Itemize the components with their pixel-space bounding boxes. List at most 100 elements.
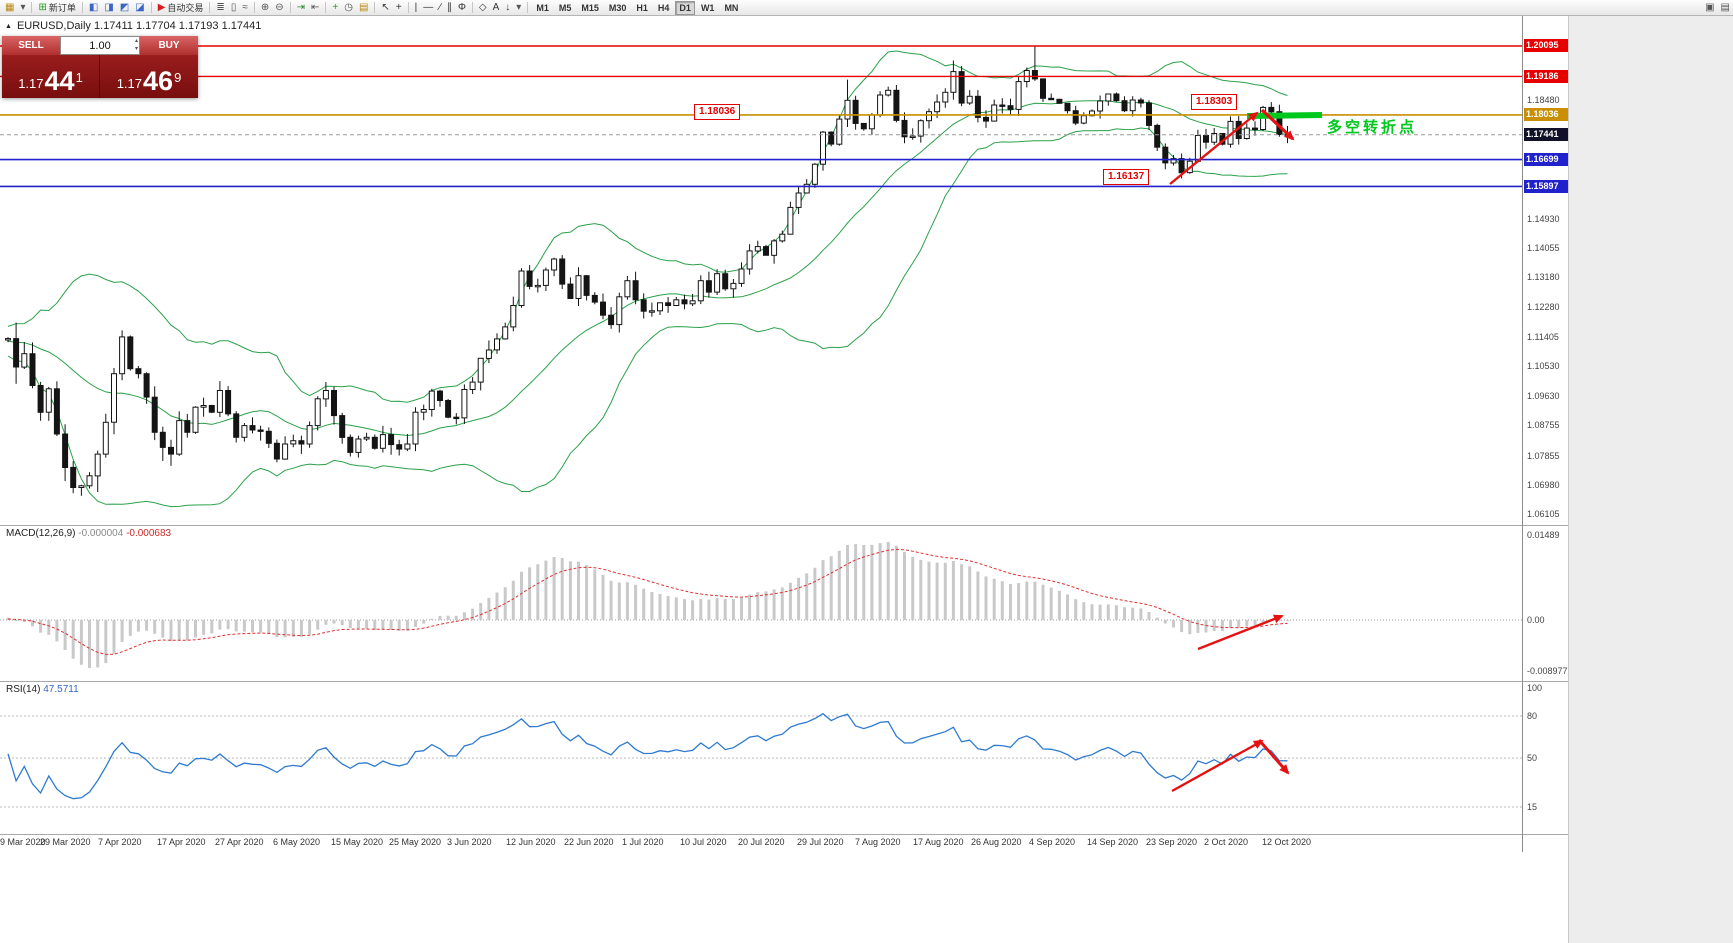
crosshair-button[interactable]: + xyxy=(393,1,405,15)
trendline-button[interactable]: ∕ xyxy=(436,1,444,15)
zoom-in-button[interactable]: ⊕ xyxy=(258,1,272,15)
cursor-button[interactable]: ↖ xyxy=(378,1,392,15)
panel-separator[interactable] xyxy=(0,681,1568,682)
terminal-button[interactable]: ◪ xyxy=(132,1,147,15)
date-label: 2 Oct 2020 xyxy=(1204,837,1249,847)
horizontal-line-icon: ― xyxy=(423,1,434,13)
price-tick: 1.14055 xyxy=(1527,243,1560,253)
date-label: 29 Jul 2020 xyxy=(797,837,844,847)
drawn-arrow[interactable] xyxy=(1171,739,1264,793)
green-trend-segment[interactable] xyxy=(1246,112,1323,119)
date-label: 14 Sep 2020 xyxy=(1087,837,1139,847)
panel-separator[interactable] xyxy=(0,525,1568,526)
price-tick: 1.11405 xyxy=(1527,332,1559,342)
chart-windows-button[interactable]: ▣ xyxy=(1702,1,1717,15)
horizontal-line-button[interactable]: ― xyxy=(420,1,436,15)
main-toolbar: ▦ ▾ ⊞ 新订单 ◧ ◨ ◩ ◪ ▶ 自动交易 ≣ ▯ ≈ ⊕ ⊖ ⇥ ⇤ + ◷ ▤ ↖ + | ― ∕ ∥ Φ ◇ A ↓ ▾ M1 M5… xyxy=(0,0,1733,16)
auto-scroll-button[interactable]: ⇥ xyxy=(294,1,308,15)
price-tick: 1.14930 xyxy=(1527,214,1560,224)
stepper-down-icon[interactable]: ▾ xyxy=(134,46,138,52)
date-label: 15 May 2020 xyxy=(331,837,384,847)
sell-price-sup: 1 xyxy=(75,70,83,85)
drawn-arrow[interactable] xyxy=(1197,614,1284,651)
arrows-tool-icon: ↓ xyxy=(505,1,511,13)
macd-name: MACD(12,26,9) xyxy=(6,528,76,539)
candlestick-type-icon: ▯ xyxy=(230,1,237,13)
timeframe-d1[interactable]: D1 xyxy=(675,0,695,15)
templates-icon: ▤ xyxy=(358,1,369,13)
date-label: 12 Oct 2020 xyxy=(1262,837,1312,847)
text-label-icon: A xyxy=(492,1,500,13)
price-label-1-16137[interactable]: 1.16137 xyxy=(1103,169,1150,185)
autotrading-label: 自动交易 xyxy=(167,3,204,13)
price-axis[interactable]: 1.18480 1.14930 1.14055 1.13180 1.12280 1.114… xyxy=(1522,16,1568,852)
candlesticks xyxy=(5,46,1291,496)
data-window-button[interactable]: ◨ xyxy=(101,1,116,15)
date-label: 6 May 2020 xyxy=(273,837,321,847)
date-axis[interactable]: 9 Mar 2020 29 Mar 2020 7 Apr 2020 17 Apr 20… xyxy=(0,836,1568,851)
periods-button[interactable]: ◷ xyxy=(341,1,356,15)
volume-field[interactable]: 1.00 ▴ ▾ xyxy=(60,36,140,55)
zoom-out-button[interactable]: ⊖ xyxy=(272,1,286,15)
macd-histogram xyxy=(6,542,1289,668)
main-chart-canvas[interactable] xyxy=(0,16,1522,525)
arrows-tool-button[interactable]: ↓ xyxy=(502,1,513,15)
rsi-line xyxy=(7,712,1288,800)
cursor-icon: ↖ xyxy=(381,1,390,13)
timeframe-m1[interactable]: M1 xyxy=(536,2,549,13)
scale-label: 50 xyxy=(1527,753,1538,763)
text-label-button[interactable]: A xyxy=(490,1,503,15)
vertical-line-icon: | xyxy=(414,1,418,13)
chart-window[interactable] xyxy=(0,16,1568,943)
timeframe-h1[interactable]: H1 xyxy=(636,2,648,13)
drawn-arrow[interactable] xyxy=(1260,108,1295,141)
bull-bear-turning-point-text[interactable]: 多空转折点 xyxy=(1327,119,1418,136)
sell-price-display[interactable]: 1.17 44 1 xyxy=(2,55,100,98)
arrows-dropdown-button[interactable]: ▾ xyxy=(513,1,524,15)
new-chart-button[interactable]: ▦ xyxy=(2,1,17,15)
price-box-1-20095: 1.20095 xyxy=(1524,39,1568,52)
price-tick: 1.12280 xyxy=(1527,302,1560,312)
collapse-icon[interactable]: ▲ xyxy=(5,22,12,30)
timeframe-mn[interactable]: MN xyxy=(724,2,739,13)
timeframe-w1[interactable]: W1 xyxy=(700,2,715,13)
date-label: 4 Sep 2020 xyxy=(1029,837,1076,847)
line-chart-type-button[interactable]: ≈ xyxy=(239,1,251,15)
chart-windows-icon: ▣ xyxy=(1705,1,1715,13)
price-label-1-18303[interactable]: 1.18303 xyxy=(1191,94,1238,110)
vertical-line-button[interactable]: | xyxy=(412,1,421,15)
drawn-arrow[interactable] xyxy=(1257,739,1290,775)
navigator-button[interactable]: ◩ xyxy=(117,1,132,15)
chart-profiles-button[interactable]: ▾ xyxy=(17,1,28,15)
macd-panel[interactable] xyxy=(0,525,1522,681)
timeframe-h4[interactable]: H4 xyxy=(657,2,670,13)
buy-button[interactable]: BUY xyxy=(140,36,198,55)
templates-button[interactable]: ▤ xyxy=(356,1,371,15)
autotrading-button[interactable]: ▶ 自动交易 xyxy=(155,1,207,15)
indicators-add-button[interactable]: + xyxy=(329,1,341,15)
fibonacci-button[interactable]: Φ xyxy=(455,1,469,15)
sell-button[interactable]: SELL xyxy=(2,36,60,55)
market-watch-button[interactable]: ◧ xyxy=(86,1,101,15)
toolbar-options-button[interactable]: ▤ xyxy=(1718,1,1733,15)
equidistant-channel-button[interactable]: ∥ xyxy=(444,1,455,15)
timeframe-m15[interactable]: M15 xyxy=(581,2,599,13)
new-order-button[interactable]: ⊞ 新订单 xyxy=(35,1,78,15)
rsi-panel[interactable] xyxy=(0,681,1522,834)
stepper-up-icon[interactable]: ▴ xyxy=(134,38,138,44)
date-label: 20 Jul 2020 xyxy=(738,837,785,847)
market-watch-icon: ◧ xyxy=(88,1,99,13)
chart-shift-button[interactable]: ⇤ xyxy=(308,1,322,15)
bar-chart-type-icon: ≣ xyxy=(216,1,225,13)
panel-separator[interactable] xyxy=(0,834,1568,835)
bar-chart-type-button[interactable]: ≣ xyxy=(213,1,227,15)
candlestick-type-button[interactable]: ▯ xyxy=(228,1,240,15)
drawn-arrow[interactable] xyxy=(1169,111,1259,185)
price-label-1-18036[interactable]: 1.18036 xyxy=(694,104,741,120)
shapes-button[interactable]: ◇ xyxy=(476,1,490,15)
price-tick: 1.08755 xyxy=(1527,420,1560,430)
timeframe-m30[interactable]: M30 xyxy=(608,2,627,13)
timeframe-m5[interactable]: M5 xyxy=(558,2,572,13)
volume-stepper[interactable]: ▴ ▾ xyxy=(135,37,138,53)
buy-price-display[interactable]: 1.17 46 9 xyxy=(100,55,198,98)
